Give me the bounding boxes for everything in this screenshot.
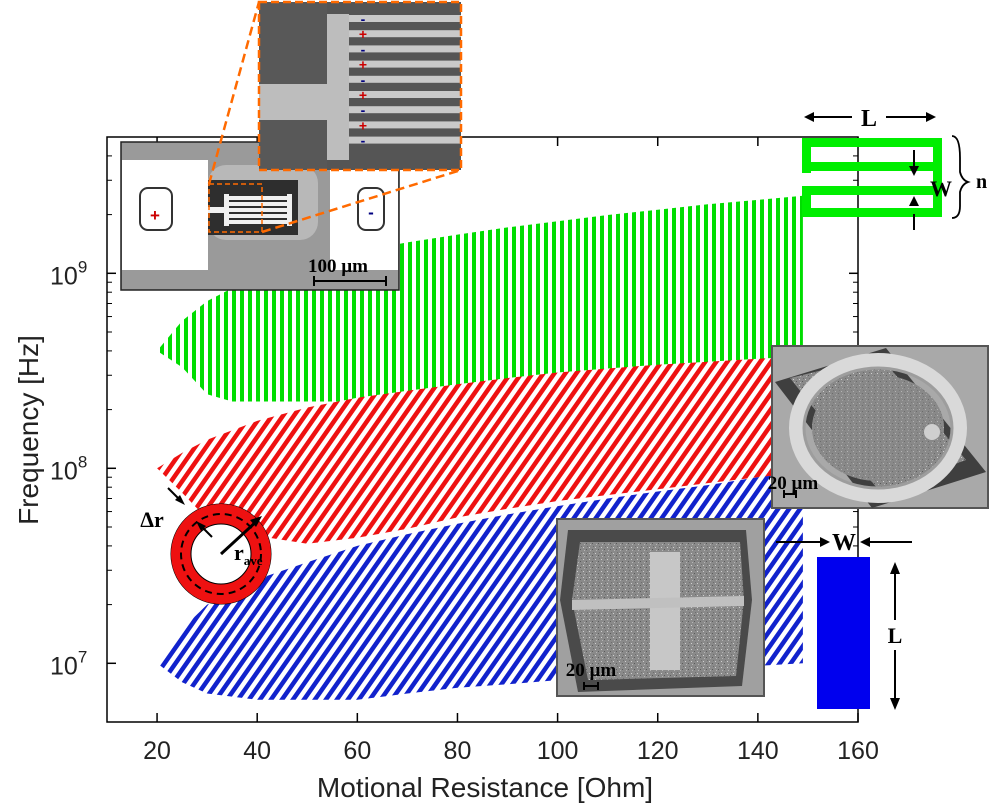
zoom-finger [349,60,461,68]
x-tick-label: 60 [343,737,371,765]
y-tick-base: 10 [50,652,78,680]
zoom-finger [349,45,461,53]
x-axis-label: Motional Resistance [Ohm] [317,772,653,803]
beam-length-label: L [888,623,903,648]
beam-schematic: W L [776,530,912,710]
zoom-plus-sign: + [359,57,367,73]
zoom-line-right [261,168,462,234]
ring-schematic: Δr rave [140,487,272,605]
beam-width-label: W [832,530,856,556]
zoom-minus-sign: - [361,11,366,27]
zoom-plus-sign: + [359,117,367,133]
x-tick-label: 160 [837,737,879,765]
beam-bar [817,557,870,709]
x-tick-label: 140 [737,737,779,765]
ring-delta-r-label: Δr [140,507,164,532]
zoom-minus-sign: - [361,41,366,57]
beam-sem-scale-label: 20 µm [566,660,617,681]
y-tick-label: 108 [50,452,87,485]
inset-minus-sign: - [368,203,374,222]
ring-radius-label: rave [234,540,263,568]
inset-scale-label: 100 µm [308,256,368,277]
comb-fingers-small [224,194,292,226]
red-band [157,356,808,544]
x-tick-label: 40 [243,737,271,765]
inset-plus-sign: + [150,206,160,225]
zoom-finger [349,91,461,98]
zoom-plus-sign: + [359,26,367,42]
zoom-finger [349,15,461,22]
comb-width-label: W [930,176,952,201]
zoom-signs: -+-+-+-+- [359,11,367,149]
zoom-finger [349,30,461,38]
x-tick-label: 80 [444,737,472,765]
y-tick-label: 109 [50,257,87,290]
zoom-finger [349,136,461,144]
zoom-finger [349,121,461,129]
ring-radius-sub: ave [244,553,263,568]
ring-sem-scale-label: 20 µm [768,473,819,494]
ring-radius-main: r [234,540,244,565]
x-tick-label: 100 [537,737,579,765]
y-tick-base: 10 [50,457,78,485]
comb-schematic: L W n [802,106,987,230]
zoom-finger [349,75,461,83]
y-tick-label: 107 [50,647,87,680]
x-tick-label: 20 [143,737,171,765]
y-tick-exponent: 7 [78,647,87,666]
x-tick-labels: 20 40 60 80 100 120 140 160 [143,737,879,765]
green-band [157,195,803,402]
comb-length-label: L [861,106,877,132]
x-tick-label: 120 [637,737,679,765]
beam-sem-inset: 20 µm [556,518,765,697]
ring-sem-inset: 20 µm [768,345,989,509]
zoom-fingers [349,15,461,144]
y-axis-label: Frequency [Hz] [13,335,44,525]
zoom-minus-sign: - [361,133,366,149]
comb-zoom-inset: -+-+-+-+- [257,0,463,172]
zoom-line-left [207,1,261,185]
zoom-finger [349,106,461,114]
zoom-minus-sign: - [361,102,366,118]
y-tick-exponent: 9 [78,257,87,276]
zoom-minus-sign: - [361,72,366,88]
zoom-plus-sign: + [359,87,367,103]
y-tick-base: 10 [50,262,78,290]
comb-count-label: n [976,171,987,193]
y-tick-exponent: 8 [78,452,87,471]
